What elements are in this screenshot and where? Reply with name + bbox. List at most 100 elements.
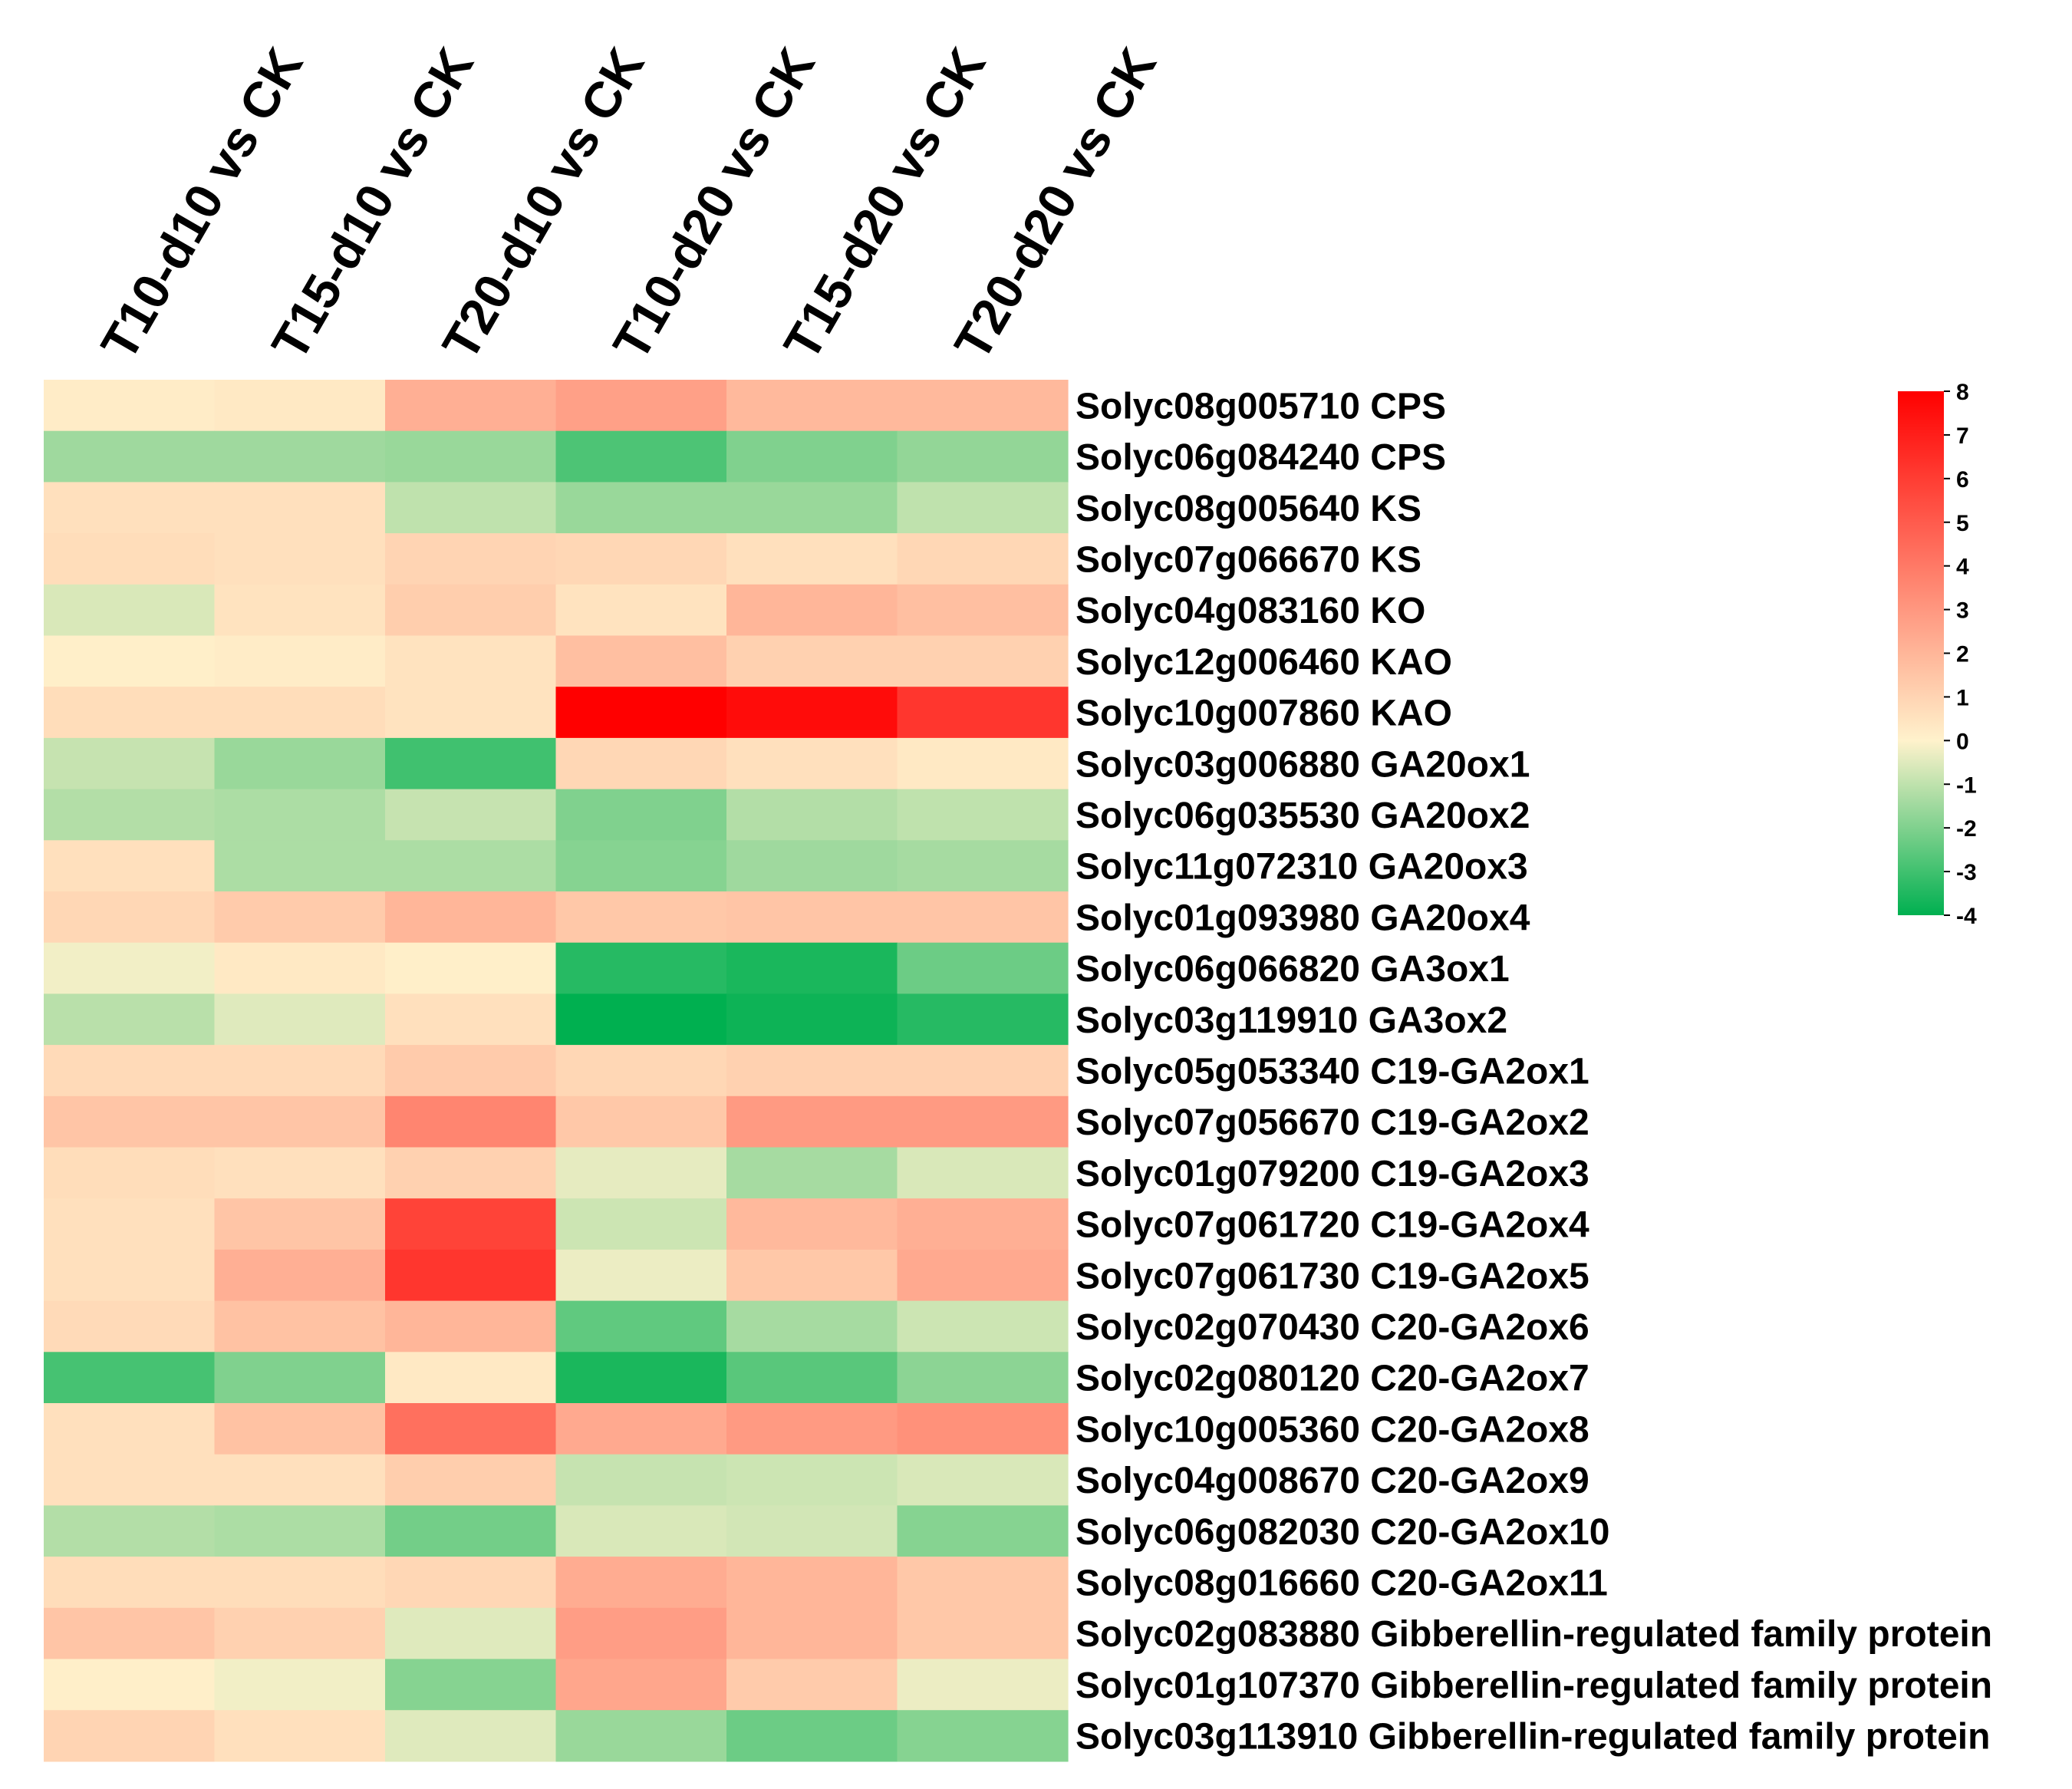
colorbar-tick-label: -1 bbox=[1956, 773, 1977, 798]
heatmap-cell bbox=[385, 789, 557, 841]
heatmap-cell bbox=[44, 430, 216, 483]
heatmap-cell bbox=[385, 891, 557, 944]
heatmap-cell bbox=[726, 993, 898, 1046]
colorbar-tick-label: -4 bbox=[1956, 904, 1977, 929]
heatmap-cell bbox=[385, 584, 557, 637]
heatmap-cell bbox=[897, 1249, 1069, 1302]
heatmap-cell bbox=[555, 1045, 727, 1097]
heatmap-cell bbox=[385, 840, 557, 892]
heatmap-cell bbox=[555, 1095, 727, 1148]
heatmap-cell bbox=[897, 891, 1069, 944]
heatmap-cell bbox=[44, 380, 216, 432]
heatmap-cell bbox=[44, 737, 216, 790]
heatmap-cell bbox=[897, 635, 1069, 687]
heatmap-cell bbox=[897, 1710, 1069, 1762]
colorbar-tick-label: 2 bbox=[1956, 642, 1969, 667]
heatmap-cell bbox=[726, 1403, 898, 1455]
heatmap-cell bbox=[897, 380, 1069, 432]
heatmap-cell bbox=[385, 1659, 557, 1711]
heatmap-cell bbox=[214, 942, 386, 994]
row-label: Solyc06g084240 CPS bbox=[1076, 437, 1446, 478]
colorbar-tick-label: 3 bbox=[1956, 598, 1969, 624]
heatmap-cell bbox=[214, 840, 386, 892]
heatmap-cell bbox=[385, 993, 557, 1046]
row-label: Solyc10g005360 C20-GA2ox8 bbox=[1076, 1409, 1589, 1450]
heatmap-cell bbox=[385, 1198, 557, 1250]
heatmap-cell bbox=[214, 380, 386, 432]
heatmap-cell bbox=[726, 584, 898, 637]
heatmap-cell bbox=[555, 380, 727, 432]
colorbar-tick-label: 1 bbox=[1956, 685, 1969, 710]
heatmap-cell bbox=[726, 942, 898, 994]
heatmap-cell bbox=[555, 891, 727, 944]
heatmap-cell bbox=[897, 687, 1069, 739]
colorbar-tick-label: -2 bbox=[1956, 816, 1977, 842]
heatmap-cell bbox=[214, 1403, 386, 1455]
heatmap-cell bbox=[44, 1454, 216, 1506]
heatmap-cell bbox=[897, 1095, 1069, 1148]
heatmap-cell bbox=[214, 1454, 386, 1506]
heatmap-cell bbox=[44, 1352, 216, 1404]
heatmap-cell bbox=[214, 1505, 386, 1557]
row-label: Solyc10g007860 KAO bbox=[1076, 694, 1452, 734]
heatmap-cell bbox=[555, 635, 727, 687]
heatmap-cell bbox=[214, 1710, 386, 1762]
heatmap-cell bbox=[214, 1095, 386, 1148]
heatmap-cell bbox=[726, 1659, 898, 1711]
heatmap-cell bbox=[44, 1710, 216, 1762]
heatmap-cell bbox=[385, 1147, 557, 1199]
row-label: Solyc01g093980 GA20ox4 bbox=[1076, 898, 1530, 938]
colorbar-tick-label: 4 bbox=[1956, 555, 1969, 580]
heatmap-cell bbox=[214, 687, 386, 739]
heatmap-cell bbox=[555, 840, 727, 892]
heatmap-cell bbox=[555, 1403, 727, 1455]
heatmap-cell bbox=[897, 533, 1069, 585]
heatmap-cell bbox=[555, 1198, 727, 1250]
heatmap-cell bbox=[385, 1454, 557, 1506]
heatmap-cell bbox=[555, 1710, 727, 1762]
heatmap-cell bbox=[214, 1198, 386, 1250]
heatmap-cell bbox=[44, 1300, 216, 1352]
heatmap-cell bbox=[44, 1249, 216, 1302]
row-label: Solyc01g107370 Gibberellin-regulated fam… bbox=[1076, 1665, 1992, 1706]
heatmap-cell bbox=[726, 1454, 898, 1506]
heatmap-cell bbox=[897, 584, 1069, 637]
heatmap-cell bbox=[214, 584, 386, 637]
heatmap-cell bbox=[385, 942, 557, 994]
colorbar-gradient bbox=[1898, 391, 1944, 915]
colorbar-tick-label: -3 bbox=[1956, 860, 1977, 885]
row-label: Solyc07g061720 C19-GA2ox4 bbox=[1076, 1205, 1589, 1246]
colorbar-legend: 8 7 6 5 4 3 2 1 0 -1 -2 -3 -4 bbox=[1898, 380, 1977, 929]
row-label: Solyc08g005640 KS bbox=[1076, 489, 1421, 529]
heatmap-cell bbox=[726, 1147, 898, 1199]
heatmap-cell bbox=[555, 1505, 727, 1557]
heatmap-cell bbox=[214, 635, 386, 687]
heatmap-cell bbox=[555, 482, 727, 534]
heatmap-cell bbox=[44, 533, 216, 585]
heatmap-cell bbox=[726, 737, 898, 790]
colorbar-tick-label: 6 bbox=[1956, 467, 1969, 493]
heatmap-cell bbox=[214, 737, 386, 790]
heatmap-cell bbox=[214, 430, 386, 483]
heatmap-cells bbox=[44, 380, 1069, 1762]
heatmap-cell bbox=[897, 1198, 1069, 1250]
heatmap-cell bbox=[555, 1659, 727, 1711]
heatmap-cell bbox=[44, 789, 216, 841]
row-label: Solyc06g035530 GA20ox2 bbox=[1076, 796, 1530, 836]
heatmap-cell bbox=[726, 1198, 898, 1250]
row-label: Solyc07g066670 KS bbox=[1076, 540, 1421, 581]
heatmap-cell bbox=[44, 840, 216, 892]
heatmap-cell bbox=[555, 737, 727, 790]
heatmap-cell bbox=[897, 737, 1069, 790]
heatmap-cell bbox=[44, 1147, 216, 1199]
colorbar-tick-label: 0 bbox=[1956, 729, 1969, 754]
heatmap-cell bbox=[897, 1607, 1069, 1660]
heatmap-cell bbox=[385, 1557, 557, 1609]
heatmap-cell bbox=[385, 1249, 557, 1302]
heatmap-cell bbox=[44, 635, 216, 687]
heatmap-cell bbox=[44, 1095, 216, 1148]
heatmap-cell bbox=[726, 482, 898, 534]
heatmap-cell bbox=[385, 687, 557, 739]
heatmap-cell bbox=[214, 1659, 386, 1711]
